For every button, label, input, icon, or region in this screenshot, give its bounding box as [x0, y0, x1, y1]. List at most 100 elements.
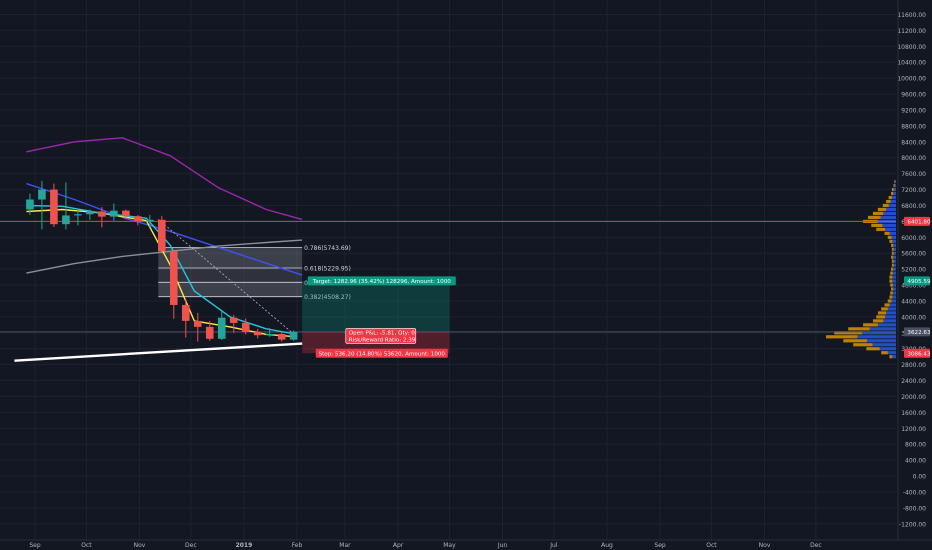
price-tick-label: 8400.00: [901, 139, 926, 146]
time-tick-label: Feb: [292, 542, 303, 549]
candle-body: [289, 331, 298, 340]
volume-profile-up-bar: [883, 211, 896, 216]
volume-profile-up-bar: [893, 287, 896, 291]
volume-profile-up-bar: [877, 323, 896, 327]
time-tick-label: Oct: [81, 542, 92, 549]
volume-profile-up-bar: [893, 267, 896, 271]
time-tick-label: Sep: [654, 542, 666, 549]
price-tick-label: 800.00: [905, 442, 926, 449]
candle-body: [38, 189, 46, 200]
price-tick-label: 4400.00: [901, 298, 926, 305]
volume-profile-down-bar: [889, 239, 893, 243]
time-tick-label: Aug: [601, 542, 613, 549]
price-tick-label: 7600.00: [901, 171, 926, 178]
pl-badge-bg: [345, 328, 417, 344]
volume-profile-up-bar: [892, 271, 896, 275]
volume-profile-down-bar: [887, 235, 892, 239]
open-pl-label: Open P&L: -5.81, Qty: 0: [349, 330, 415, 336]
volume-profile-up-bar: [893, 251, 896, 255]
price-tick-label: 0.00: [913, 474, 927, 481]
time-tick-label: Mar: [339, 542, 351, 549]
volume-profile-down-bar: [876, 227, 886, 231]
price-tick-label: 400.00: [905, 458, 926, 465]
volume-profile-up-bar: [862, 331, 896, 335]
stop-label: Stop: 536.20 (14.80%) 53620, Amount: 100…: [319, 351, 446, 357]
volume-profile-down-bar: [889, 355, 893, 359]
volume-profile-down-bar: [881, 351, 888, 355]
stop-label-bg: [315, 348, 448, 358]
long-position-tool[interactable]: Target: 1282.96 (35.42%) 128296, Amount:…: [302, 276, 456, 358]
profit-zone: [302, 280, 450, 332]
volume-profile-down-bar: [826, 335, 858, 339]
volume-profile-down-bar: [834, 331, 863, 335]
volume-profile-down-bar: [894, 180, 896, 184]
volume-profile-down-bar: [891, 247, 894, 251]
risk-reward-label: Risk/Reward Ratio: 2.39: [349, 337, 416, 343]
volume-profile-down-bar: [876, 315, 886, 319]
fib-level-label: 0.786(5743.69): [304, 245, 351, 252]
volume-profile-up-bar: [872, 343, 896, 347]
volume-profile: [826, 180, 896, 359]
time-tick-label: Sep: [29, 542, 41, 549]
volume-profile-down-bar: [871, 223, 883, 227]
volume-profile-down-bar: [843, 339, 868, 343]
volume-profile-up-bar: [893, 255, 896, 259]
volume-profile-down-bar: [853, 343, 873, 347]
volume-profile-down-bar: [872, 319, 884, 323]
time-tick-label: Dec: [185, 542, 197, 549]
candle-body: [205, 326, 214, 339]
volume-profile-up-bar: [891, 195, 896, 200]
price-tick-label: 8800.00: [901, 123, 926, 130]
candle-body: [86, 211, 94, 215]
candle-body: [74, 214, 82, 216]
volume-profile-up-bar: [885, 315, 896, 319]
volume-profile-up-bar: [880, 215, 896, 220]
moving-average-line: [26, 204, 298, 336]
price-tick-label: 10400.00: [897, 60, 926, 67]
volume-profile-down-bar: [866, 347, 880, 351]
volume-profile-up-bar: [886, 207, 896, 212]
volume-profile-up-bar: [888, 203, 896, 208]
price-tick-label: 7200.00: [901, 187, 926, 194]
volume-profile-up-bar: [892, 355, 896, 359]
volume-profile-up-bar: [889, 303, 896, 307]
price-tick-label: 1600.00: [901, 410, 926, 417]
price-tick-label: 10000.00: [897, 76, 926, 83]
volume-profile-down-bar: [848, 327, 870, 331]
volume-profile-down-bar: [888, 195, 892, 200]
price-tick-label: 8000.00: [901, 155, 926, 162]
volume-profile-down-bar: [891, 259, 894, 263]
volume-profile-up-bar: [886, 311, 896, 315]
volume-profile-down-bar: [886, 199, 891, 204]
support-line[interactable]: [14, 342, 303, 362]
volume-profile-up-bar: [887, 307, 896, 311]
volume-profile-up-bar: [893, 187, 896, 192]
volume-profile-down-bar: [872, 211, 884, 216]
volume-profile-down-bar: [884, 231, 890, 235]
time-axis[interactable]: Sep Oct Nov Dec 2019 Feb Mar Apr May Jun Jul Aug Sep…: [0, 539, 932, 549]
candle-body: [193, 320, 202, 327]
candle-body: [265, 334, 274, 336]
moving-average-line: [26, 182, 303, 276]
volume-profile-up-bar: [887, 351, 896, 355]
volume-profile-up-bar: [867, 339, 896, 343]
volume-profile-up-bar: [892, 239, 896, 243]
candle-body: [122, 210, 130, 217]
volume-profile-up-bar: [883, 319, 896, 323]
time-tick-label: Apr: [393, 542, 404, 549]
candle-body: [134, 216, 142, 222]
volume-profile-down-bar: [863, 323, 878, 327]
volume-profile-down-bar: [890, 283, 893, 287]
price-tick-label: 2000.00: [901, 394, 926, 401]
price-tick-label: 11600.00: [897, 12, 926, 19]
time-tick-label: Nov: [759, 542, 771, 549]
candle-body: [277, 334, 286, 340]
candle-body: [181, 304, 190, 321]
volume-profile-up-bar: [857, 335, 896, 339]
fib-zone: [158, 282, 303, 297]
price-tick-label: 4800.00: [901, 283, 926, 290]
support-trendline[interactable]: [14, 342, 303, 362]
candle-body: [98, 211, 106, 217]
volume-profile-down-bar: [891, 191, 894, 196]
